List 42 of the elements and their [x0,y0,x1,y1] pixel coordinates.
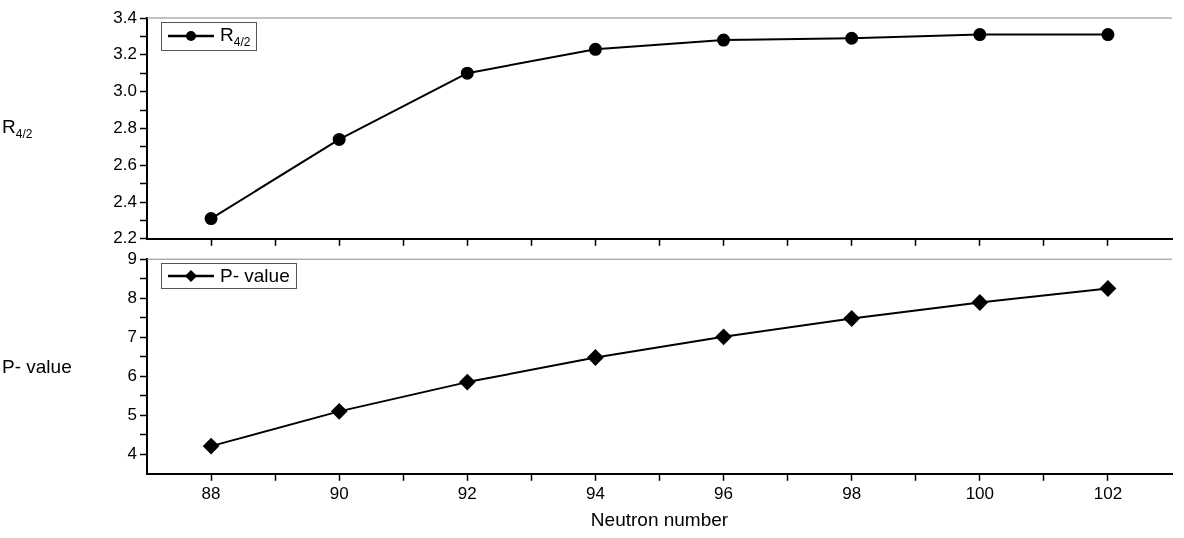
point [971,294,988,311]
point [715,328,732,345]
legend-label: R$_{4/2}$ [220,24,251,49]
y-tick-label: 6 [127,365,137,385]
x-tick-label: 94 [585,483,605,503]
point [204,212,218,226]
x-tick-label: 88 [201,483,221,503]
x-axis-title: Neutron number [590,508,729,530]
y-tick-label: 8 [127,287,137,307]
point [332,132,346,146]
point [587,349,604,366]
x-tick-label: 96 [714,483,734,503]
point [973,28,987,42]
point [331,403,348,420]
y-axis-title: R$_{4/2}$ [2,115,33,141]
y-tick-label: 2.4 [113,191,137,211]
x-tick-label: 102 [1093,483,1123,503]
y-tick-label: 3.0 [113,81,137,101]
y-tick-label: 2.8 [113,118,137,138]
point [1099,280,1116,297]
x-tick-label: 100 [965,483,994,503]
x-tick-label: 98 [842,483,862,503]
point [588,42,602,56]
legend-label: P- value [220,265,290,288]
point [845,31,859,45]
point [717,33,731,47]
y-tick-label: 5 [127,404,137,424]
point [203,438,220,455]
point [459,374,476,391]
y-tick-label: 2.2 [113,228,137,248]
point [843,310,860,327]
y-tick-label: 2.6 [113,154,137,174]
y-tick-label: 3.2 [113,44,137,64]
y-tick-label: 7 [127,326,137,346]
point [460,66,474,80]
y-tick-label: 9 [127,248,137,268]
point [1101,28,1115,42]
y-tick-label: 3.4 [113,7,137,27]
x-tick-label: 92 [457,483,477,503]
x-tick-label: 90 [329,483,349,503]
y-axis-title: P- value [2,355,72,378]
y-tick-label: 4 [127,443,137,463]
